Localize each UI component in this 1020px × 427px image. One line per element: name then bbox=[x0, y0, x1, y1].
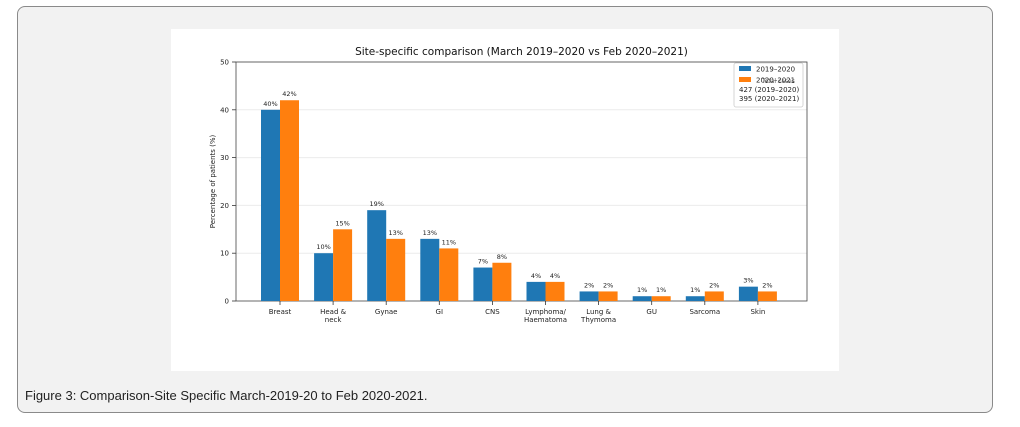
data-label: 19% bbox=[369, 200, 383, 208]
x-tick-label: GI bbox=[436, 308, 444, 316]
bar-series1 bbox=[314, 253, 334, 301]
data-label: 2% bbox=[584, 281, 594, 289]
data-label: 13% bbox=[423, 229, 437, 237]
data-label: 15% bbox=[335, 219, 349, 227]
data-label: 7% bbox=[478, 258, 488, 266]
bar-series1 bbox=[738, 286, 758, 301]
bar-series2 bbox=[598, 291, 618, 301]
data-label: 11% bbox=[442, 238, 456, 246]
y-tick-label: 0 bbox=[225, 298, 229, 306]
x-tick-label: Haematoma bbox=[524, 316, 567, 324]
data-label: 13% bbox=[388, 229, 402, 237]
y-tick-label: 40 bbox=[220, 106, 229, 114]
legend-label: 2019–2020 bbox=[756, 66, 795, 74]
data-label: 2% bbox=[762, 281, 772, 289]
x-tick-label: GU bbox=[646, 308, 657, 316]
bar-series2 bbox=[280, 100, 299, 302]
y-tick-label: 50 bbox=[220, 59, 229, 67]
bar-series2 bbox=[757, 291, 777, 301]
x-tick-label: Sarcoma bbox=[689, 308, 720, 316]
y-tick-label: 20 bbox=[220, 202, 229, 210]
bar-series1 bbox=[632, 296, 652, 301]
legend-note: 395 (2020–2021) bbox=[739, 95, 799, 103]
figure-caption: Figure 3: Comparison-Site Specific March… bbox=[25, 388, 428, 403]
bar-chart: 0 10 20 30 40 50 Site-specific comparison (Mar… bbox=[209, 46, 808, 324]
legend-note: 427 (2019–2020) bbox=[739, 86, 799, 94]
bar-series1 bbox=[261, 109, 280, 301]
legend-box bbox=[733, 62, 804, 108]
x-tick-label: Head & bbox=[320, 308, 347, 316]
x-tick-label: Lymphoma/ bbox=[525, 308, 566, 316]
data-label: 1% bbox=[656, 286, 666, 294]
bar-series2 bbox=[333, 229, 353, 301]
chart-panel: 0 10 20 30 40 50 Site-specific comparison (Mar… bbox=[171, 29, 839, 371]
bar-series2 bbox=[545, 281, 565, 301]
bar-series1 bbox=[420, 238, 440, 301]
bar-series1 bbox=[473, 267, 493, 301]
legend-label: 2020–2021 bbox=[756, 77, 795, 85]
data-label: 40% bbox=[263, 100, 277, 108]
chart-title: Site-specific comparison (March 2019–202… bbox=[355, 46, 688, 58]
y-tick-label: 30 bbox=[220, 154, 229, 162]
x-tick-label: CNS bbox=[485, 308, 500, 316]
y-axis-label: Percentage of patients (%) bbox=[209, 135, 217, 229]
data-label: 2% bbox=[603, 281, 613, 289]
bar-series2 bbox=[386, 238, 406, 301]
data-label: 42% bbox=[282, 90, 296, 98]
legend-swatch bbox=[739, 77, 751, 82]
data-label: 1% bbox=[637, 286, 647, 294]
bar-series2 bbox=[651, 296, 671, 301]
data-label: 10% bbox=[316, 243, 330, 251]
plot-frame bbox=[235, 61, 808, 302]
legend-title: Total cases bbox=[761, 78, 795, 85]
bar-series1 bbox=[685, 296, 705, 301]
bar-series2 bbox=[704, 291, 724, 301]
bar-series2 bbox=[439, 248, 459, 301]
data-label: 3% bbox=[743, 277, 753, 285]
data-label: 2% bbox=[709, 281, 719, 289]
bar-series2 bbox=[492, 262, 512, 301]
x-tick-label: Lung & bbox=[586, 308, 611, 316]
x-tick-label: Gynae bbox=[375, 308, 398, 316]
x-tick-label: Thymoma bbox=[580, 316, 616, 324]
data-label: 8% bbox=[497, 253, 507, 261]
x-tick-label: Skin bbox=[750, 308, 765, 316]
data-label: 4% bbox=[550, 272, 560, 280]
legend-swatch bbox=[739, 66, 751, 71]
y-tick-label: 10 bbox=[220, 250, 229, 258]
data-label: 1% bbox=[690, 286, 700, 294]
bar-series1 bbox=[526, 281, 546, 301]
bar-series1 bbox=[579, 291, 599, 301]
x-tick-label: neck bbox=[325, 316, 343, 324]
x-tick-label: Breast bbox=[269, 308, 292, 316]
data-label: 4% bbox=[531, 272, 541, 280]
bar-series1 bbox=[367, 210, 387, 301]
